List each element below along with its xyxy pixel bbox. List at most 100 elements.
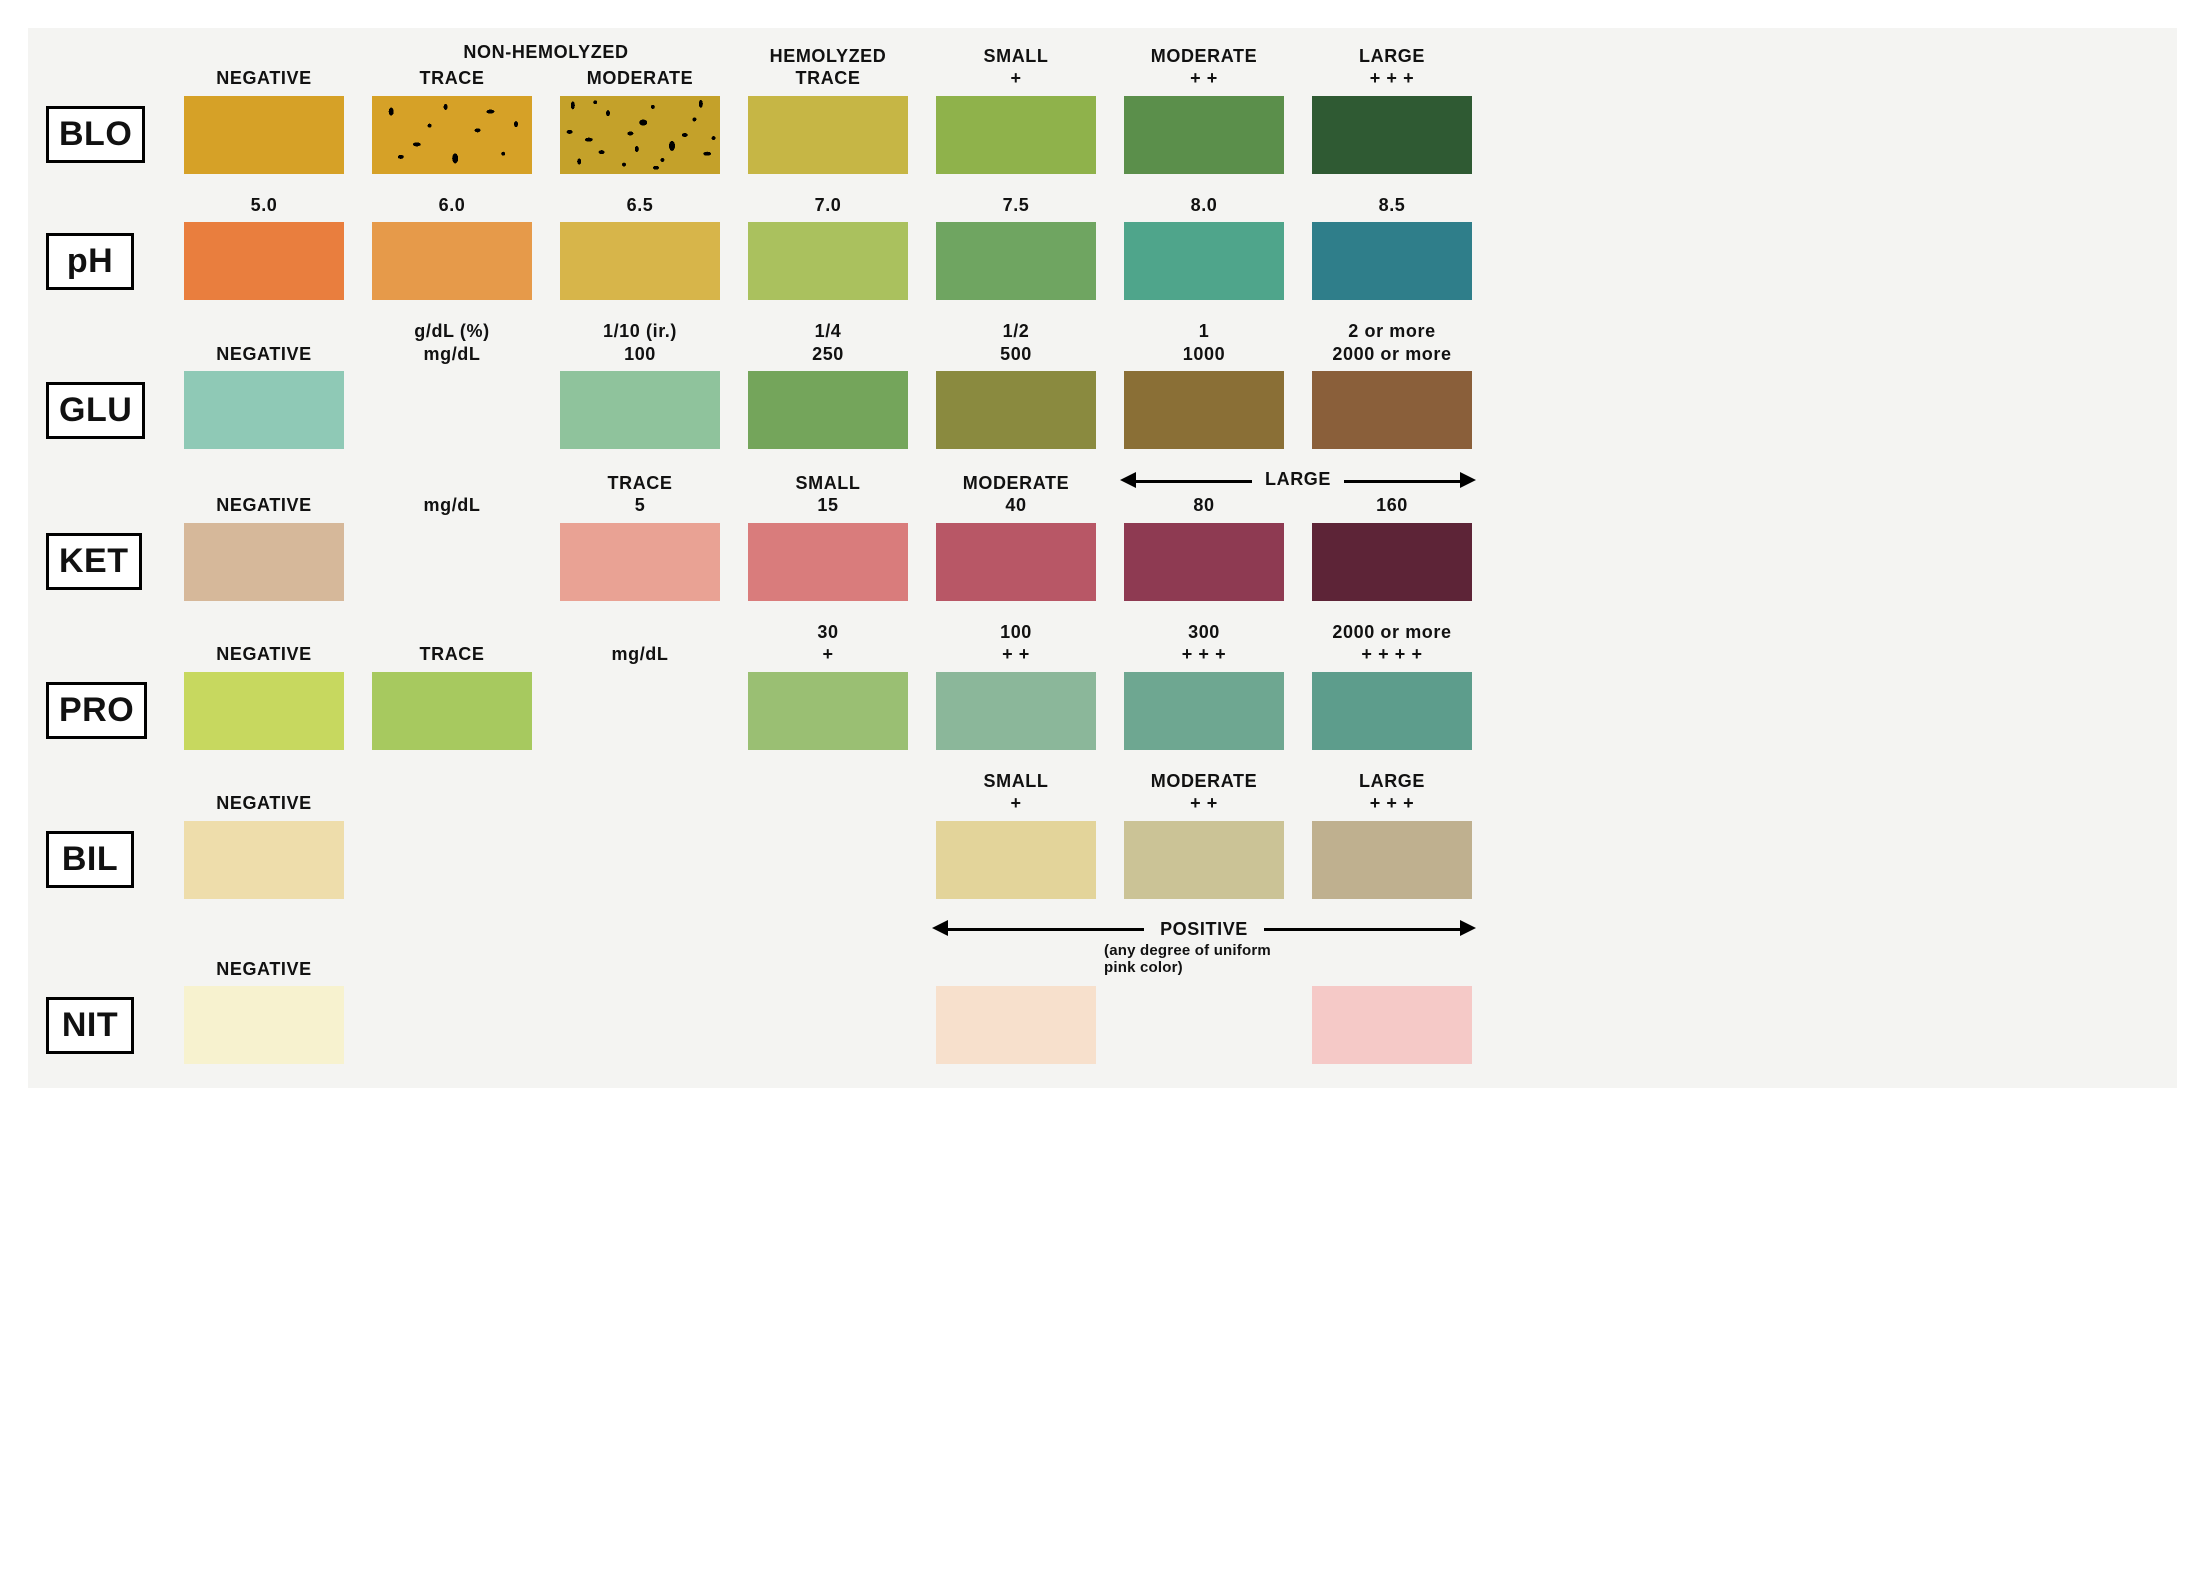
analyte-row-nit: NIT POSITIVE(any degree of uniform pink c… (46, 919, 2159, 1065)
swatch-bil-2 (560, 821, 720, 899)
swatch-ket-1 (372, 523, 532, 601)
swatch-ph-0 (184, 222, 344, 300)
col-header: 1/4 250 (748, 320, 908, 365)
swatch-pro-2 (560, 672, 720, 750)
analyte-row-glu: GLU NEGATIVE g/dL (%) mg/dL 1/10 (ir.) 100 1… (46, 320, 2159, 449)
swatch-ket-2 (560, 523, 720, 601)
swatch-blo-3 (748, 96, 908, 174)
analyte-row-blo: BLO NON-HEMOLYZEDTRACEMODERATE NEGATIVE HEM… (46, 42, 2159, 174)
analyte-row-ph: pH5.06.06.57.07.58.08.5 (46, 194, 2159, 301)
swatch-blo-5 (1124, 96, 1284, 174)
col-header: SMALL + (936, 770, 1096, 815)
row-code-ket: KET (46, 533, 142, 590)
swatch-ket-0 (184, 523, 344, 601)
col-header: 8.5 (1312, 194, 1472, 217)
swatch-nit-3 (748, 986, 908, 1064)
swatch-pro-0 (184, 672, 344, 750)
col-header: MODERATE + + (1124, 770, 1284, 815)
swatch-bil-1 (372, 821, 532, 899)
row-code-bil: BIL (46, 831, 134, 888)
swatch-bil-5 (1124, 821, 1284, 899)
swatch-glu-5 (1124, 371, 1284, 449)
swatch-glu-4 (936, 371, 1096, 449)
swatch-glu-6 (1312, 371, 1472, 449)
swatch-pro-1 (372, 672, 532, 750)
swatch-blo-6 (1312, 96, 1472, 174)
col-header: NEGATIVE (184, 643, 344, 666)
col-header: NEGATIVE (184, 67, 344, 90)
analyte-row-bil: BIL NEGATIVE SMALL + MODERATE + + LARGE + + … (46, 770, 2159, 899)
col-header: 30 + (748, 621, 908, 666)
row-code-nit: NIT (46, 997, 134, 1054)
swatch-glu-3 (748, 371, 908, 449)
urinalysis-color-chart: BLONON-HEMOLYZEDTRACEMODERATENEGATIVEHEM… (28, 28, 2177, 1088)
col-header: HEMOLYZED TRACE (748, 45, 908, 90)
col-header: NEGATIVE (184, 494, 344, 517)
swatch-blo-1 (372, 96, 532, 174)
col-header: 2 or more 2000 or more (1312, 320, 1472, 365)
col-header: NEGATIVE (184, 343, 344, 366)
analyte-row-ket: KET LARGE 80 160 NEGATIVE mg/dL TRACE 5 SMALL 1… (46, 469, 2159, 601)
swatch-nit-2 (560, 986, 720, 1064)
swatch-blo-4 (936, 96, 1096, 174)
row-code-pro: PRO (46, 682, 147, 739)
swatch-glu-1 (372, 371, 532, 449)
col-header: 6.0 (372, 194, 532, 217)
col-header: TRACE 5 (560, 472, 720, 517)
col-header: LARGE + + + (1312, 45, 1472, 90)
row-code-glu: GLU (46, 382, 145, 439)
col-header: mg/dL (372, 494, 532, 517)
swatch-ket-5 (1124, 523, 1284, 601)
swatch-pro-5 (1124, 672, 1284, 750)
row-code-ph: pH (46, 233, 134, 290)
swatch-ph-2 (560, 222, 720, 300)
col-header: 8.0 (1124, 194, 1284, 217)
swatch-nit-6 (1312, 986, 1472, 1064)
col-header: 160 (1312, 494, 1472, 517)
swatch-ph-3 (748, 222, 908, 300)
swatch-bil-0 (184, 821, 344, 899)
banner-text: POSITIVE (1150, 919, 1258, 940)
swatch-ket-3 (748, 523, 908, 601)
banner-non-hemolyzed: NON-HEMOLYZEDTRACEMODERATE (372, 42, 720, 90)
col-header: g/dL (%) mg/dL (372, 320, 532, 365)
swatch-pro-4 (936, 672, 1096, 750)
col-header: NEGATIVE (184, 958, 344, 981)
col-header: TRACE (372, 643, 532, 666)
col-header: NEGATIVE (184, 792, 344, 815)
col-header: SMALL 15 (748, 472, 908, 517)
col-header: MODERATE (560, 67, 720, 90)
swatch-ph-6 (1312, 222, 1472, 300)
swatch-glu-0 (184, 371, 344, 449)
swatch-bil-6 (1312, 821, 1472, 899)
col-header: 1 1000 (1124, 320, 1284, 365)
swatch-pro-3 (748, 672, 908, 750)
swatch-ph-1 (372, 222, 532, 300)
swatch-ket-6 (1312, 523, 1472, 601)
banner-text: NON-HEMOLYZED (453, 42, 638, 63)
col-header: 7.5 (936, 194, 1096, 217)
swatch-nit-5 (1124, 986, 1284, 1064)
col-header: 100 + + (936, 621, 1096, 666)
col-header: LARGE + + + (1312, 770, 1472, 815)
col-header: 1/10 (ir.) 100 (560, 320, 720, 365)
swatch-glu-2 (560, 371, 720, 449)
swatch-ph-4 (936, 222, 1096, 300)
swatch-pro-6 (1312, 672, 1472, 750)
col-header: 7.0 (748, 194, 908, 217)
swatch-bil-4 (936, 821, 1096, 899)
row-code-blo: BLO (46, 106, 145, 163)
swatch-nit-4 (936, 986, 1096, 1064)
banner-text: LARGE (1255, 469, 1341, 490)
col-header: MODERATE + + (1124, 45, 1284, 90)
swatch-blo-2 (560, 96, 720, 174)
col-header: 2000 or more + + + + (1312, 621, 1472, 666)
swatch-bil-3 (748, 821, 908, 899)
col-header: 80 (1124, 494, 1284, 517)
swatch-ket-4 (936, 523, 1096, 601)
swatch-nit-0 (184, 986, 344, 1064)
col-header: 300 + + + (1124, 621, 1284, 666)
col-header: 1/2 500 (936, 320, 1096, 365)
banner-large: LARGE 80 160 (1124, 469, 1472, 517)
banner-subtext: (any degree of uniform pink color) (1104, 942, 1304, 977)
